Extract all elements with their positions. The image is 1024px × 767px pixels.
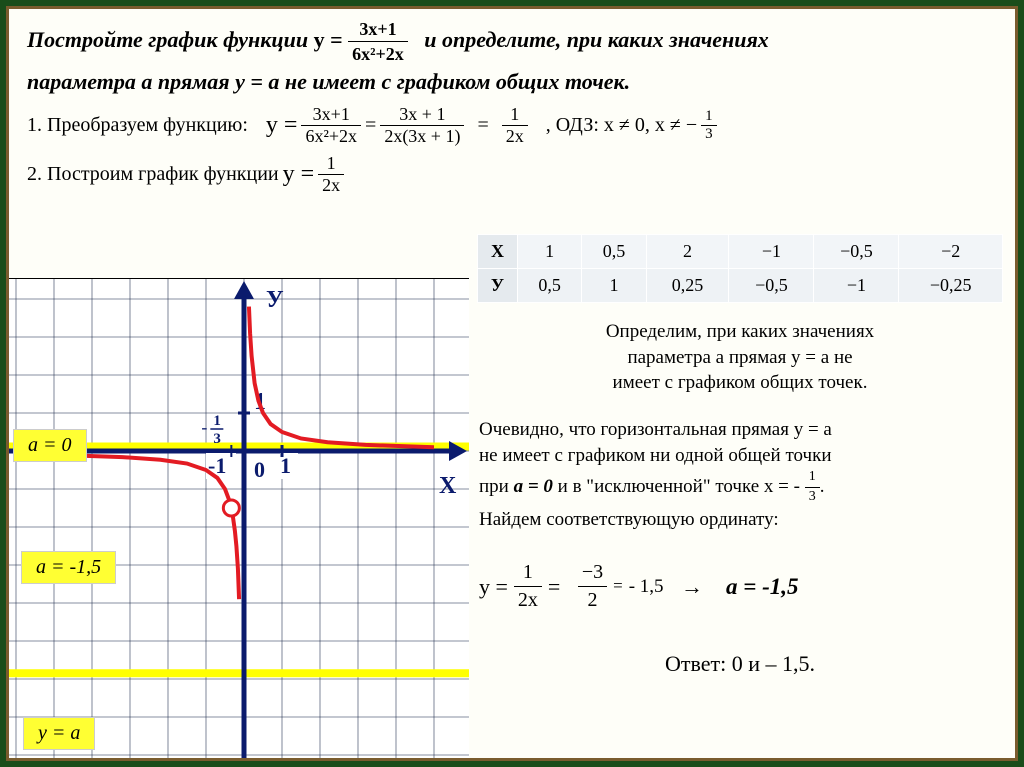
step2-y: y =: [283, 161, 315, 188]
label-a0: a = 0: [13, 429, 87, 462]
step-1: 1. Преобразуем функцию: y = 3x+1 6x²+2x …: [9, 104, 1015, 147]
step1-frac3: 1 2x: [502, 104, 528, 147]
svg-text:1: 1: [213, 413, 221, 429]
svg-text:0: 0: [254, 457, 265, 482]
value-table: X 1 0,5 2 −1 −0,5 −2 У 0,5 1 0,25 −0,5 −…: [477, 234, 1003, 303]
row-header-x: X: [478, 235, 518, 269]
problem-prefix: Постройте график функции: [27, 27, 314, 52]
odz-frac: 1 3: [701, 108, 717, 143]
func-lhs: y =: [314, 27, 343, 52]
step-2: 2. Построим график функции y = 1 2x: [9, 153, 1015, 196]
svg-text:3: 3: [213, 431, 221, 447]
svg-text:-: -: [201, 417, 207, 437]
graph-svg: УХ1-110-13: [9, 279, 469, 761]
svg-text:Х: Х: [439, 473, 457, 499]
paragraph-1: Определим, при каких значениях параметра…: [479, 319, 1001, 396]
answer: Ответ: 0 и – 1,5.: [479, 649, 1001, 679]
svg-text:У: У: [266, 287, 284, 313]
problem-line2: параметра a прямая y = a не имеет с граф…: [27, 69, 630, 94]
label-ya: y = a: [23, 717, 95, 750]
step1-odz: , ОДЗ: x ≠ 0, x ≠ −: [546, 114, 697, 137]
problem-statement: Постройте график функции y = 3x+1 6x²+2x…: [9, 9, 1015, 96]
excl-frac: 1 3: [805, 468, 820, 507]
label-a15: a = -1,5: [21, 551, 116, 584]
step2-frac: 1 2x: [318, 153, 344, 196]
step2-label: 2. Построим график функции: [27, 163, 279, 186]
graph-panel: УХ1-110-13 a = 0 a = -1,5 y = a: [9, 278, 469, 761]
table-row-x: X 1 0,5 2 −1 −0,5 −2: [478, 235, 1003, 269]
func-frac: 3x+1 6x²+2x: [348, 17, 408, 67]
step1-frac1: 3x+1 6x²+2x: [301, 104, 361, 147]
table-row-y: У 0,5 1 0,25 −0,5 −1 −0,25: [478, 269, 1003, 303]
problem-suffix: и определите, при каких значениях: [424, 27, 769, 52]
paragraph-2: Очевидно, что горизонтальная прямая y = …: [479, 417, 1001, 533]
paragraph-3-eq: y = 1 2x = −3 2 = - 1,5 → a = -1,5: [479, 559, 1001, 614]
step1-y: y =: [266, 112, 298, 139]
row-header-y: У: [478, 269, 518, 303]
step1-label: 1. Преобразуем функцию:: [27, 114, 248, 137]
step1-frac2: 3x + 1 2x(3x + 1): [380, 104, 464, 147]
